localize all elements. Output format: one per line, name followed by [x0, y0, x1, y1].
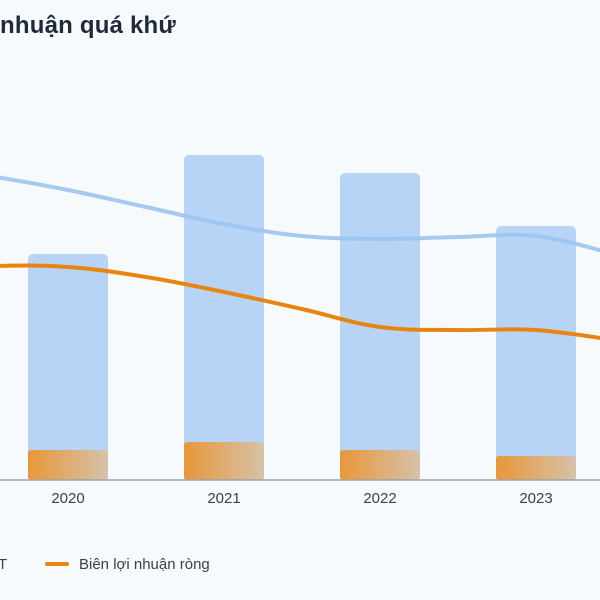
- x-tick-label-2021: 2021: [207, 490, 240, 507]
- legend-label-series-1: T: [0, 555, 8, 573]
- legend-label-net-margin: Biên lợi nhuận ròng: [79, 555, 210, 573]
- bar-2021-series-2[interactable]: [184, 442, 264, 480]
- bar-2022-series-2[interactable]: [340, 450, 420, 480]
- legend-item-series-1[interactable]: T: [0, 553, 7, 575]
- x-tick-label-2023: 2023: [519, 490, 552, 507]
- legend-swatch-net-margin: [45, 562, 69, 566]
- bar-2023-series-1[interactable]: [496, 226, 576, 480]
- bar-2020-series-2[interactable]: [28, 450, 108, 480]
- bar-2021-series-1[interactable]: [184, 155, 264, 480]
- line-net-profit-margin[interactable]: [0, 263, 600, 340]
- bar-2020-series-1[interactable]: [28, 254, 108, 480]
- x-tick-label-2022: 2022: [363, 490, 396, 507]
- x-tick-label-2020: 2020: [51, 490, 84, 507]
- line-series-1[interactable]: [0, 165, 600, 254]
- bar-2023-series-2[interactable]: [496, 456, 576, 480]
- chart-title: nhuận quá khứ: [0, 12, 176, 39]
- legend-item-net-margin[interactable]: Biên lợi nhuận ròng: [45, 553, 210, 575]
